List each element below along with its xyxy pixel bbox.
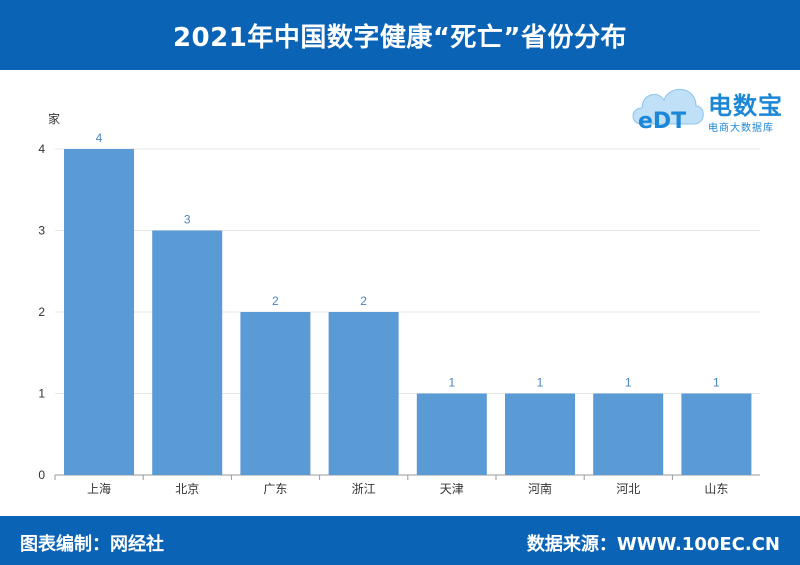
bar bbox=[681, 393, 752, 475]
bar bbox=[64, 149, 134, 475]
y-tick-label: 4 bbox=[38, 142, 45, 156]
bar-chart: 0 1 2 3 4 4 上海 3 北京 2 广东 2 浙江 1 天津 1 河南 1 河北 1 山东 bbox=[38, 131, 760, 496]
bar bbox=[505, 393, 575, 475]
logo-subtitle: 电商大数据库 bbox=[708, 123, 774, 134]
data-label: 1 bbox=[713, 376, 720, 390]
y-tick-label: 3 bbox=[38, 224, 45, 238]
bar bbox=[240, 312, 311, 475]
x-tick-label: 河南 bbox=[528, 481, 552, 496]
x-tick-label: 山东 bbox=[704, 482, 728, 496]
data-label: 2 bbox=[272, 294, 279, 308]
footer-bar: 图表编制：网经社 数据来源：WWW.100EC.CN bbox=[0, 516, 800, 565]
x-tick-label: 浙江 bbox=[352, 482, 376, 496]
bar bbox=[152, 230, 223, 475]
header-bar: 2021年中国数字健康“死亡”省份分布 bbox=[0, 0, 800, 70]
footer-source: 数据来源：WWW.100EC.CN bbox=[526, 534, 780, 555]
y-tick-label: 2 bbox=[38, 305, 45, 319]
x-tick-label: 北京 bbox=[175, 482, 199, 496]
y-axis-unit-label: 家 bbox=[48, 112, 61, 126]
bar bbox=[593, 393, 664, 475]
x-tick-label: 广东 bbox=[263, 482, 287, 496]
logo-text: eDT bbox=[638, 109, 686, 134]
data-label: 4 bbox=[96, 131, 103, 145]
bar bbox=[416, 393, 487, 475]
cloud-logo-icon: eDT bbox=[632, 89, 704, 134]
data-label: 2 bbox=[360, 294, 367, 308]
x-tick-label: 天津 bbox=[440, 482, 464, 496]
data-label: 1 bbox=[625, 376, 632, 390]
logo-brand: 电数宝 bbox=[708, 92, 783, 120]
data-label: 1 bbox=[537, 376, 544, 390]
footer-editor: 图表编制：网经社 bbox=[20, 534, 164, 555]
logo: eDT 电数宝 电商大数据库 bbox=[628, 72, 796, 138]
data-label: 3 bbox=[184, 213, 191, 227]
x-tick-label: 上海 bbox=[87, 481, 111, 496]
data-label: 1 bbox=[448, 376, 455, 390]
y-tick-label: 1 bbox=[38, 387, 45, 401]
x-tick-label: 河北 bbox=[616, 482, 640, 496]
y-tick-label: 0 bbox=[38, 468, 45, 482]
page-title: 2021年中国数字健康“死亡”省份分布 bbox=[172, 22, 628, 53]
bar bbox=[328, 312, 399, 475]
